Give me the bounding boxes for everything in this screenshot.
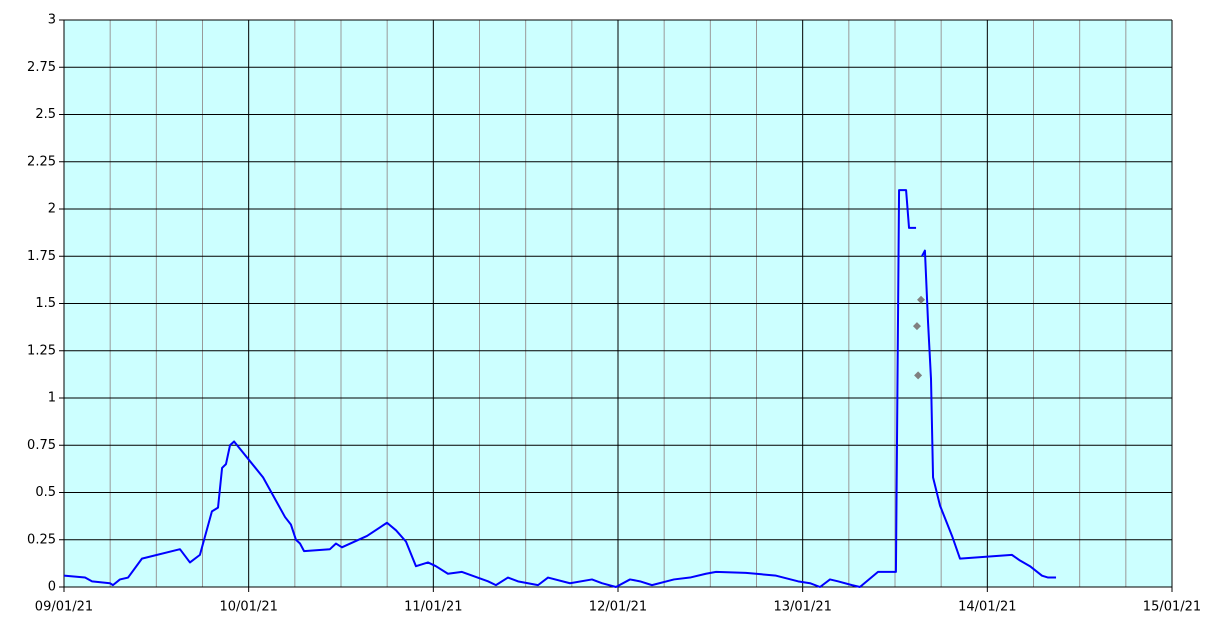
y-tick-label: 0.25 [27,532,56,547]
data-line [63,189,1057,588]
data-point [912,322,921,331]
y-tick-label: 3 [48,13,56,28]
y-tick-label: 0 [48,580,56,595]
x-tick-label: 11/01/21 [404,600,462,615]
x-tick-label: 12/01/21 [589,600,647,615]
y-tick-label: 1 [48,391,56,406]
x-tick-label: 09/01/21 [35,600,93,615]
data-point [917,295,926,304]
x-tick-label: 13/01/21 [773,600,831,615]
y-tick-label: 2 [48,202,56,217]
y-tick-label: 1.75 [27,249,56,264]
y-tick-label: 1.5 [35,296,56,311]
y-tick-label: 0.75 [27,438,56,453]
y-tick-label: 0.5 [35,485,56,500]
x-tick-label: 14/01/21 [958,600,1016,615]
x-tick-label: 10/01/21 [219,600,277,615]
y-tick-label: 2.5 [35,107,56,122]
x-tick-label: 15/01/21 [1143,600,1201,615]
data-point [914,371,923,380]
y-tick-label: 2.25 [27,154,56,169]
y-tick-label: 2.75 [27,60,56,75]
y-tick-label: 1.25 [27,343,56,358]
